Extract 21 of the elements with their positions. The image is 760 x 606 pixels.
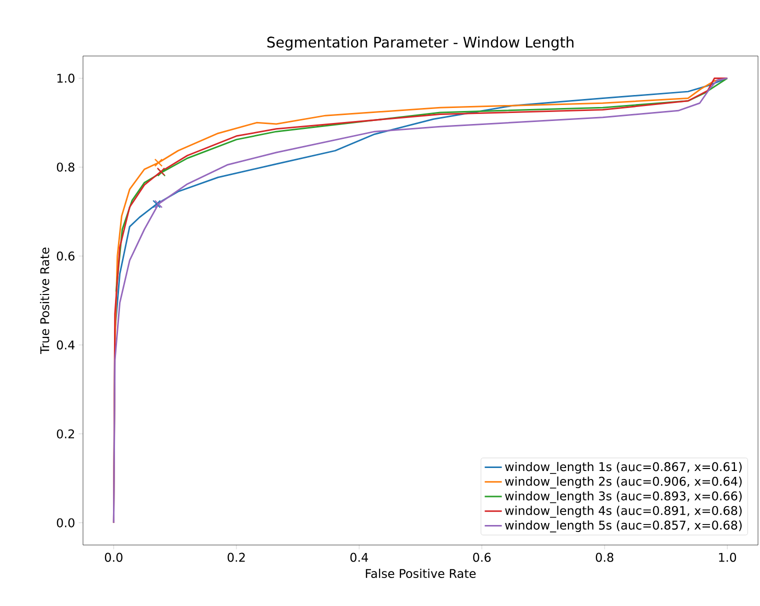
y-tick-label: 0.6: [56, 252, 74, 261]
legend-label: window_length 3s (auc=0.893, x=0.66): [505, 491, 742, 504]
chart-title: Segmentation Parameter - Window Length: [267, 36, 574, 50]
x-tick-label: 0.2: [228, 552, 245, 562]
x-tick-label: 0.6: [473, 552, 491, 562]
y-tick-label: 0.0: [56, 518, 74, 528]
x-tick-label: 0.4: [350, 552, 368, 562]
y-tick-label: 1.0: [57, 74, 74, 83]
x-tick-label: 0.8: [596, 552, 614, 562]
legend-label: window_length 2s (auc=0.906, x=0.64): [505, 476, 742, 488]
y-tick-label: 0.8: [56, 162, 74, 172]
line-series: [115, 77, 728, 292]
x-axis-title: False Positive Rate: [366, 568, 476, 578]
x-tick-label: 1.0: [719, 552, 736, 562]
y-tick-label: 0.4: [56, 340, 75, 350]
legend-label: window_length 5s (auc=0.857, x=0.68): [505, 520, 742, 532]
legend-label: window_length 4s (auc=0.891, x=0.68): [505, 506, 742, 518]
x-tick-label: 0.0: [104, 552, 122, 562]
y-tick-label: 0.2: [56, 429, 74, 438]
y-axis-title: True Positive Rate: [40, 248, 50, 354]
legend-label: window_length 1s (auc=0.867, x=0.61): [505, 462, 742, 474]
